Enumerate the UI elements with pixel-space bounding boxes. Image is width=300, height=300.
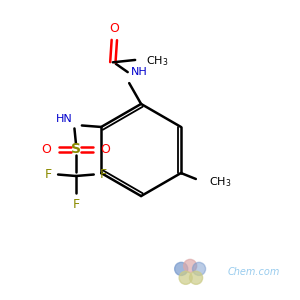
Text: F: F bbox=[45, 168, 52, 181]
Text: O: O bbox=[42, 143, 52, 156]
Circle shape bbox=[179, 271, 192, 284]
Text: F: F bbox=[72, 198, 80, 211]
Text: CH$_3$: CH$_3$ bbox=[146, 54, 168, 68]
Circle shape bbox=[193, 262, 206, 275]
Text: O: O bbox=[100, 143, 110, 156]
Circle shape bbox=[184, 260, 197, 272]
Text: CH$_3$: CH$_3$ bbox=[209, 175, 232, 189]
Text: Chem.com: Chem.com bbox=[227, 267, 280, 277]
Text: S: S bbox=[71, 142, 81, 156]
Circle shape bbox=[175, 262, 188, 275]
Circle shape bbox=[190, 271, 202, 284]
Text: NH: NH bbox=[131, 67, 147, 77]
Text: O: O bbox=[110, 22, 119, 35]
Text: HN: HN bbox=[56, 114, 73, 124]
Text: F: F bbox=[100, 168, 107, 181]
